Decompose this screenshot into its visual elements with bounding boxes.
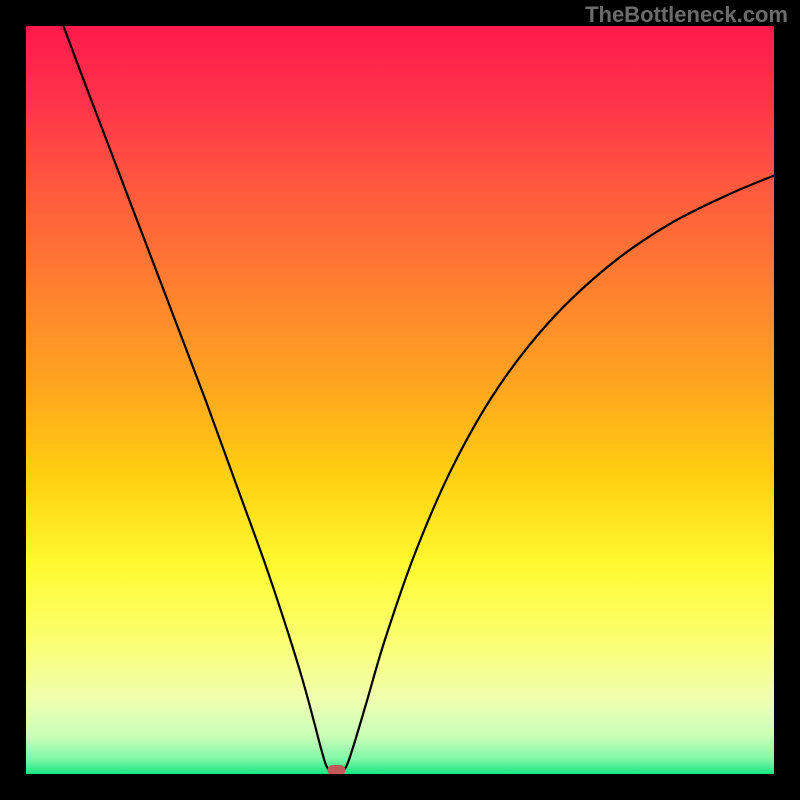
curve-layer [26,26,774,774]
watermark-text: TheBottleneck.com [585,2,788,28]
plot-area [26,26,774,774]
chart-frame: TheBottleneck.com [0,0,800,800]
bottleneck-curve [63,26,774,774]
optimal-marker [327,765,345,774]
